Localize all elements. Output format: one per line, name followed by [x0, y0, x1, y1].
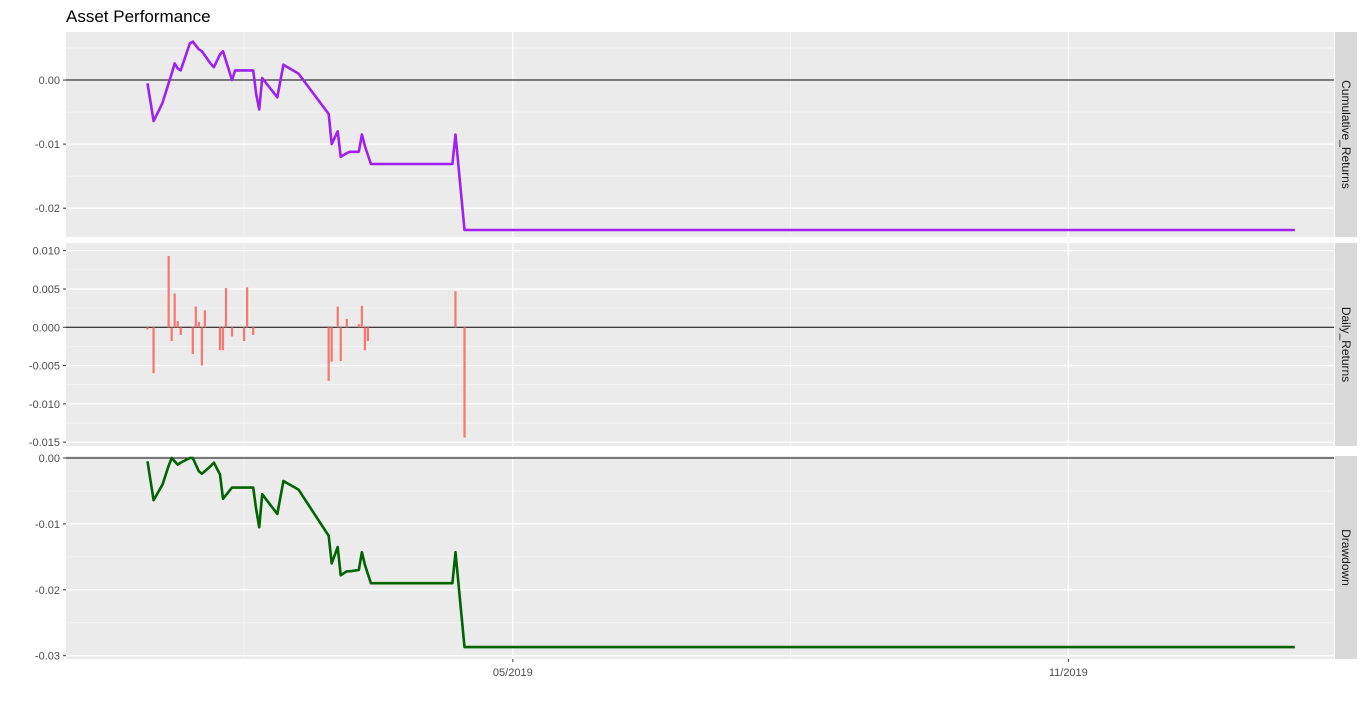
facet-strip-label: Drawdown: [1339, 529, 1353, 586]
facet-strip-label: Cumulative_Returns: [1339, 80, 1353, 189]
x-tick-label: 05/2019: [493, 667, 533, 679]
bar: [339, 327, 342, 361]
panel-background: [66, 456, 1334, 659]
facet-strip: [1335, 243, 1357, 446]
bar: [173, 293, 176, 328]
bar: [170, 327, 173, 342]
series-line: [146, 456, 1295, 649]
y-tick-label: -0.01: [35, 519, 60, 531]
bar: [336, 306, 339, 328]
panels: 0.00-0.01-0.02Cumulative_Returns0.0100.0…: [29, 32, 1357, 663]
bar: [252, 327, 255, 335]
series-line: [146, 40, 1295, 232]
bar: [327, 327, 330, 381]
y-tick-label: -0.015: [29, 437, 60, 449]
facet-strip-label: Daily_Returns: [1339, 307, 1353, 382]
bar: [246, 287, 249, 328]
y-tick-label: -0.010: [29, 399, 60, 411]
panel-drawdown: 0.00 -0.01 -0.02 -0.03 Drawdown: [35, 453, 1357, 663]
y-tick-label: 0.010: [32, 246, 60, 258]
bar: [345, 318, 348, 328]
y-tick-label: 0.000: [32, 322, 60, 334]
y-tick-label: -0.03: [35, 651, 60, 663]
bar: [330, 327, 333, 362]
bar: [191, 327, 194, 355]
y-tick-label: 0.00: [39, 75, 60, 87]
y-tick-label: -0.02: [35, 203, 60, 215]
y-tick-label: 0.00: [39, 453, 60, 465]
x-axis: 05/2019 11/2019: [493, 659, 1088, 679]
panel-background: [66, 32, 1334, 237]
bar: [197, 321, 200, 328]
bar: [194, 306, 197, 328]
panel-cumulative-returns: 0.00 -0.01 -0.02 Cumulative_Returns: [35, 32, 1357, 237]
bar: [230, 327, 234, 337]
bar: [224, 288, 228, 328]
bar: [200, 327, 203, 366]
bar: [179, 327, 182, 335]
bar: [167, 256, 170, 328]
y-tick-label: -0.01: [35, 139, 60, 151]
bar: [243, 327, 246, 342]
bar: [363, 327, 366, 351]
y-tick-label: -0.005: [29, 361, 60, 373]
x-tick-label: 11/2019: [1049, 667, 1088, 679]
bar: [218, 327, 222, 351]
bar: [366, 327, 370, 342]
y-tick-label: -0.02: [35, 585, 60, 597]
y-tick-label: 0.005: [32, 284, 60, 296]
bar: [146, 327, 149, 330]
bar: [221, 327, 225, 351]
facet-strip: [1335, 456, 1357, 659]
bar: [357, 324, 360, 328]
chart-title: Asset Performance: [66, 7, 211, 26]
bar: [454, 291, 457, 328]
facet-strip: [1335, 32, 1357, 237]
bar: [203, 310, 206, 328]
bar: [463, 327, 466, 438]
bar: [360, 305, 363, 328]
bar: [176, 321, 179, 328]
bar: [152, 327, 155, 374]
panel-background: [66, 243, 1334, 446]
panel-daily-returns: 0.010 0.005 0.000 -0.005 -0.010 -0.015 Daily_R…: [29, 243, 1357, 449]
